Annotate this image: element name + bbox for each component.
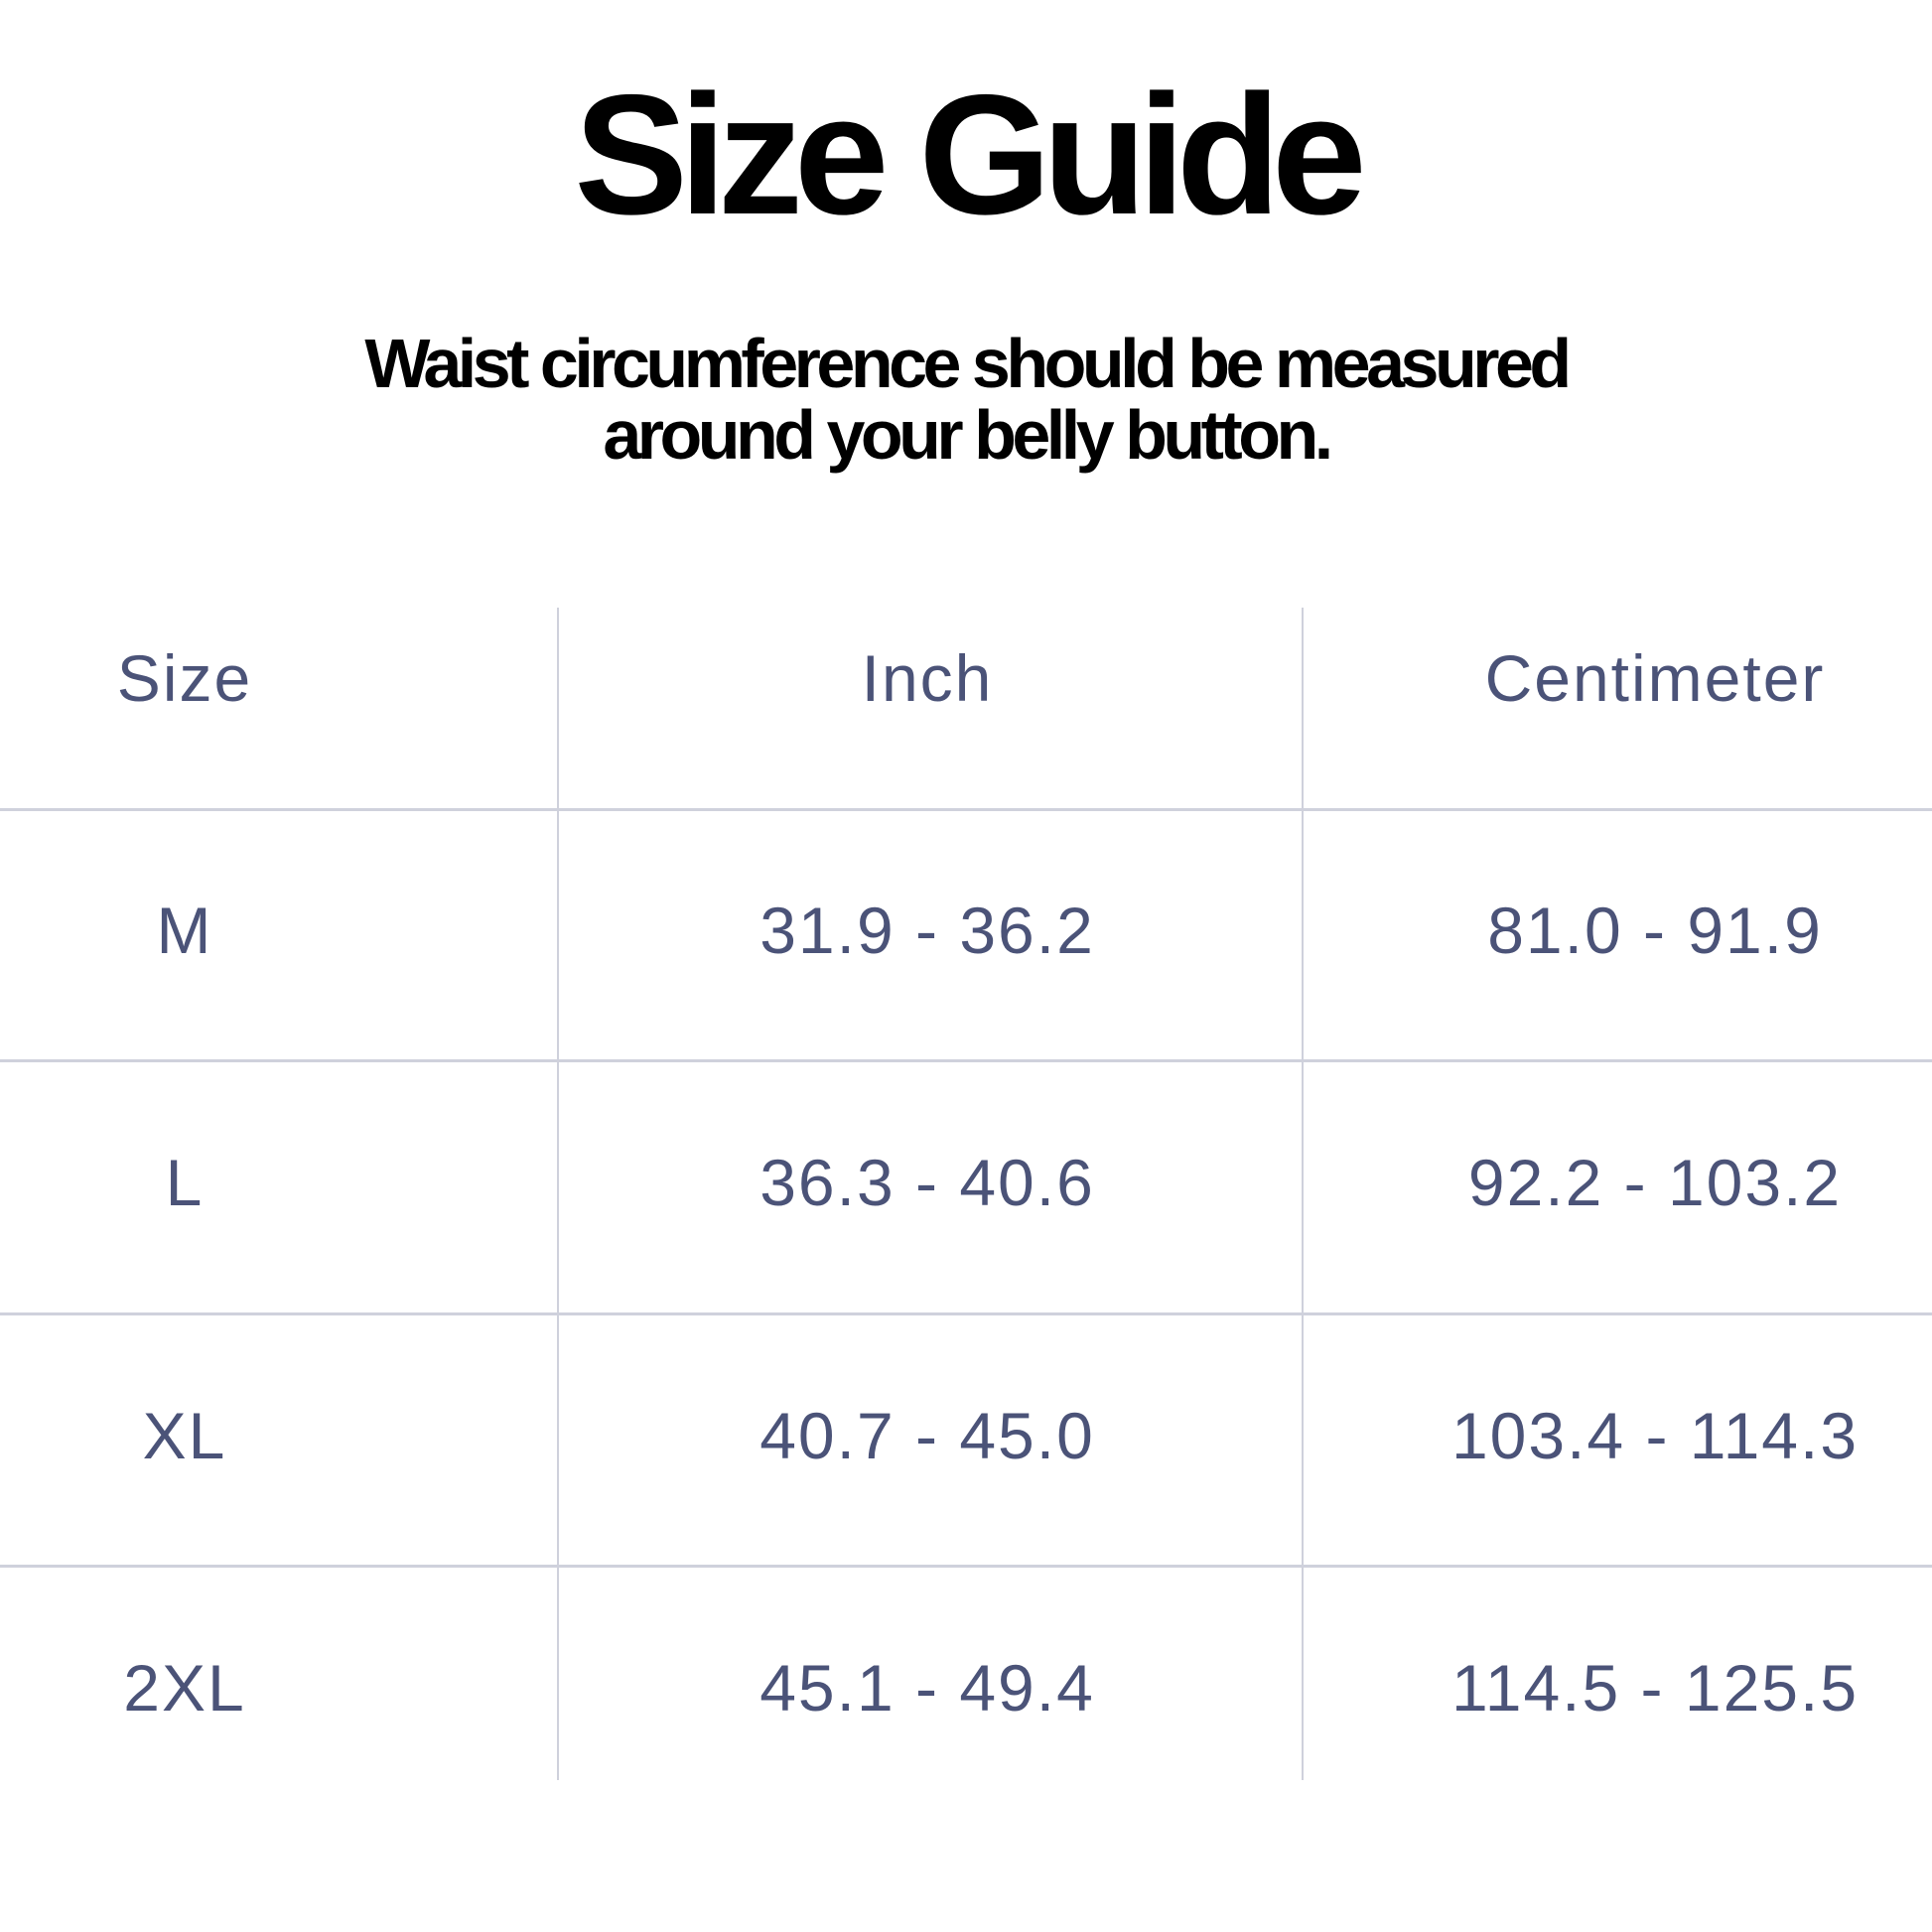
subtitle-line-1: Waist circumference should be measured — [364, 325, 1572, 402]
header-inch: Inch — [861, 641, 994, 715]
header-size: Size — [116, 641, 253, 715]
cell-size: XL — [142, 1399, 227, 1472]
row-divider — [0, 1565, 1932, 1568]
row-divider — [0, 808, 1932, 811]
cell-size: 2XL — [123, 1651, 246, 1725]
cell-inch: 31.9 - 36.2 — [759, 894, 1095, 967]
column-divider — [1302, 608, 1304, 1780]
column-divider — [557, 608, 559, 1780]
header-centimeter: Centimeter — [1484, 641, 1826, 715]
cell-centimeter: 81.0 - 91.9 — [1487, 894, 1823, 967]
cell-size: M — [156, 894, 213, 967]
page-title: Size Guide — [574, 60, 1366, 250]
cell-size: L — [165, 1146, 205, 1219]
cell-centimeter: 114.5 - 125.5 — [1450, 1651, 1860, 1725]
row-divider — [0, 1059, 1932, 1062]
cell-inch: 45.1 - 49.4 — [759, 1651, 1095, 1725]
subtitle: Waist circumference should be measured a… — [0, 328, 1932, 471]
row-divider — [0, 1312, 1932, 1315]
cell-centimeter: 103.4 - 114.3 — [1450, 1399, 1860, 1472]
subtitle-line-2: around your belly button. — [603, 396, 1333, 474]
cell-inch: 40.7 - 45.0 — [759, 1399, 1095, 1472]
cell-inch: 36.3 - 40.6 — [759, 1146, 1095, 1219]
cell-centimeter: 92.2 - 103.2 — [1467, 1146, 1843, 1219]
